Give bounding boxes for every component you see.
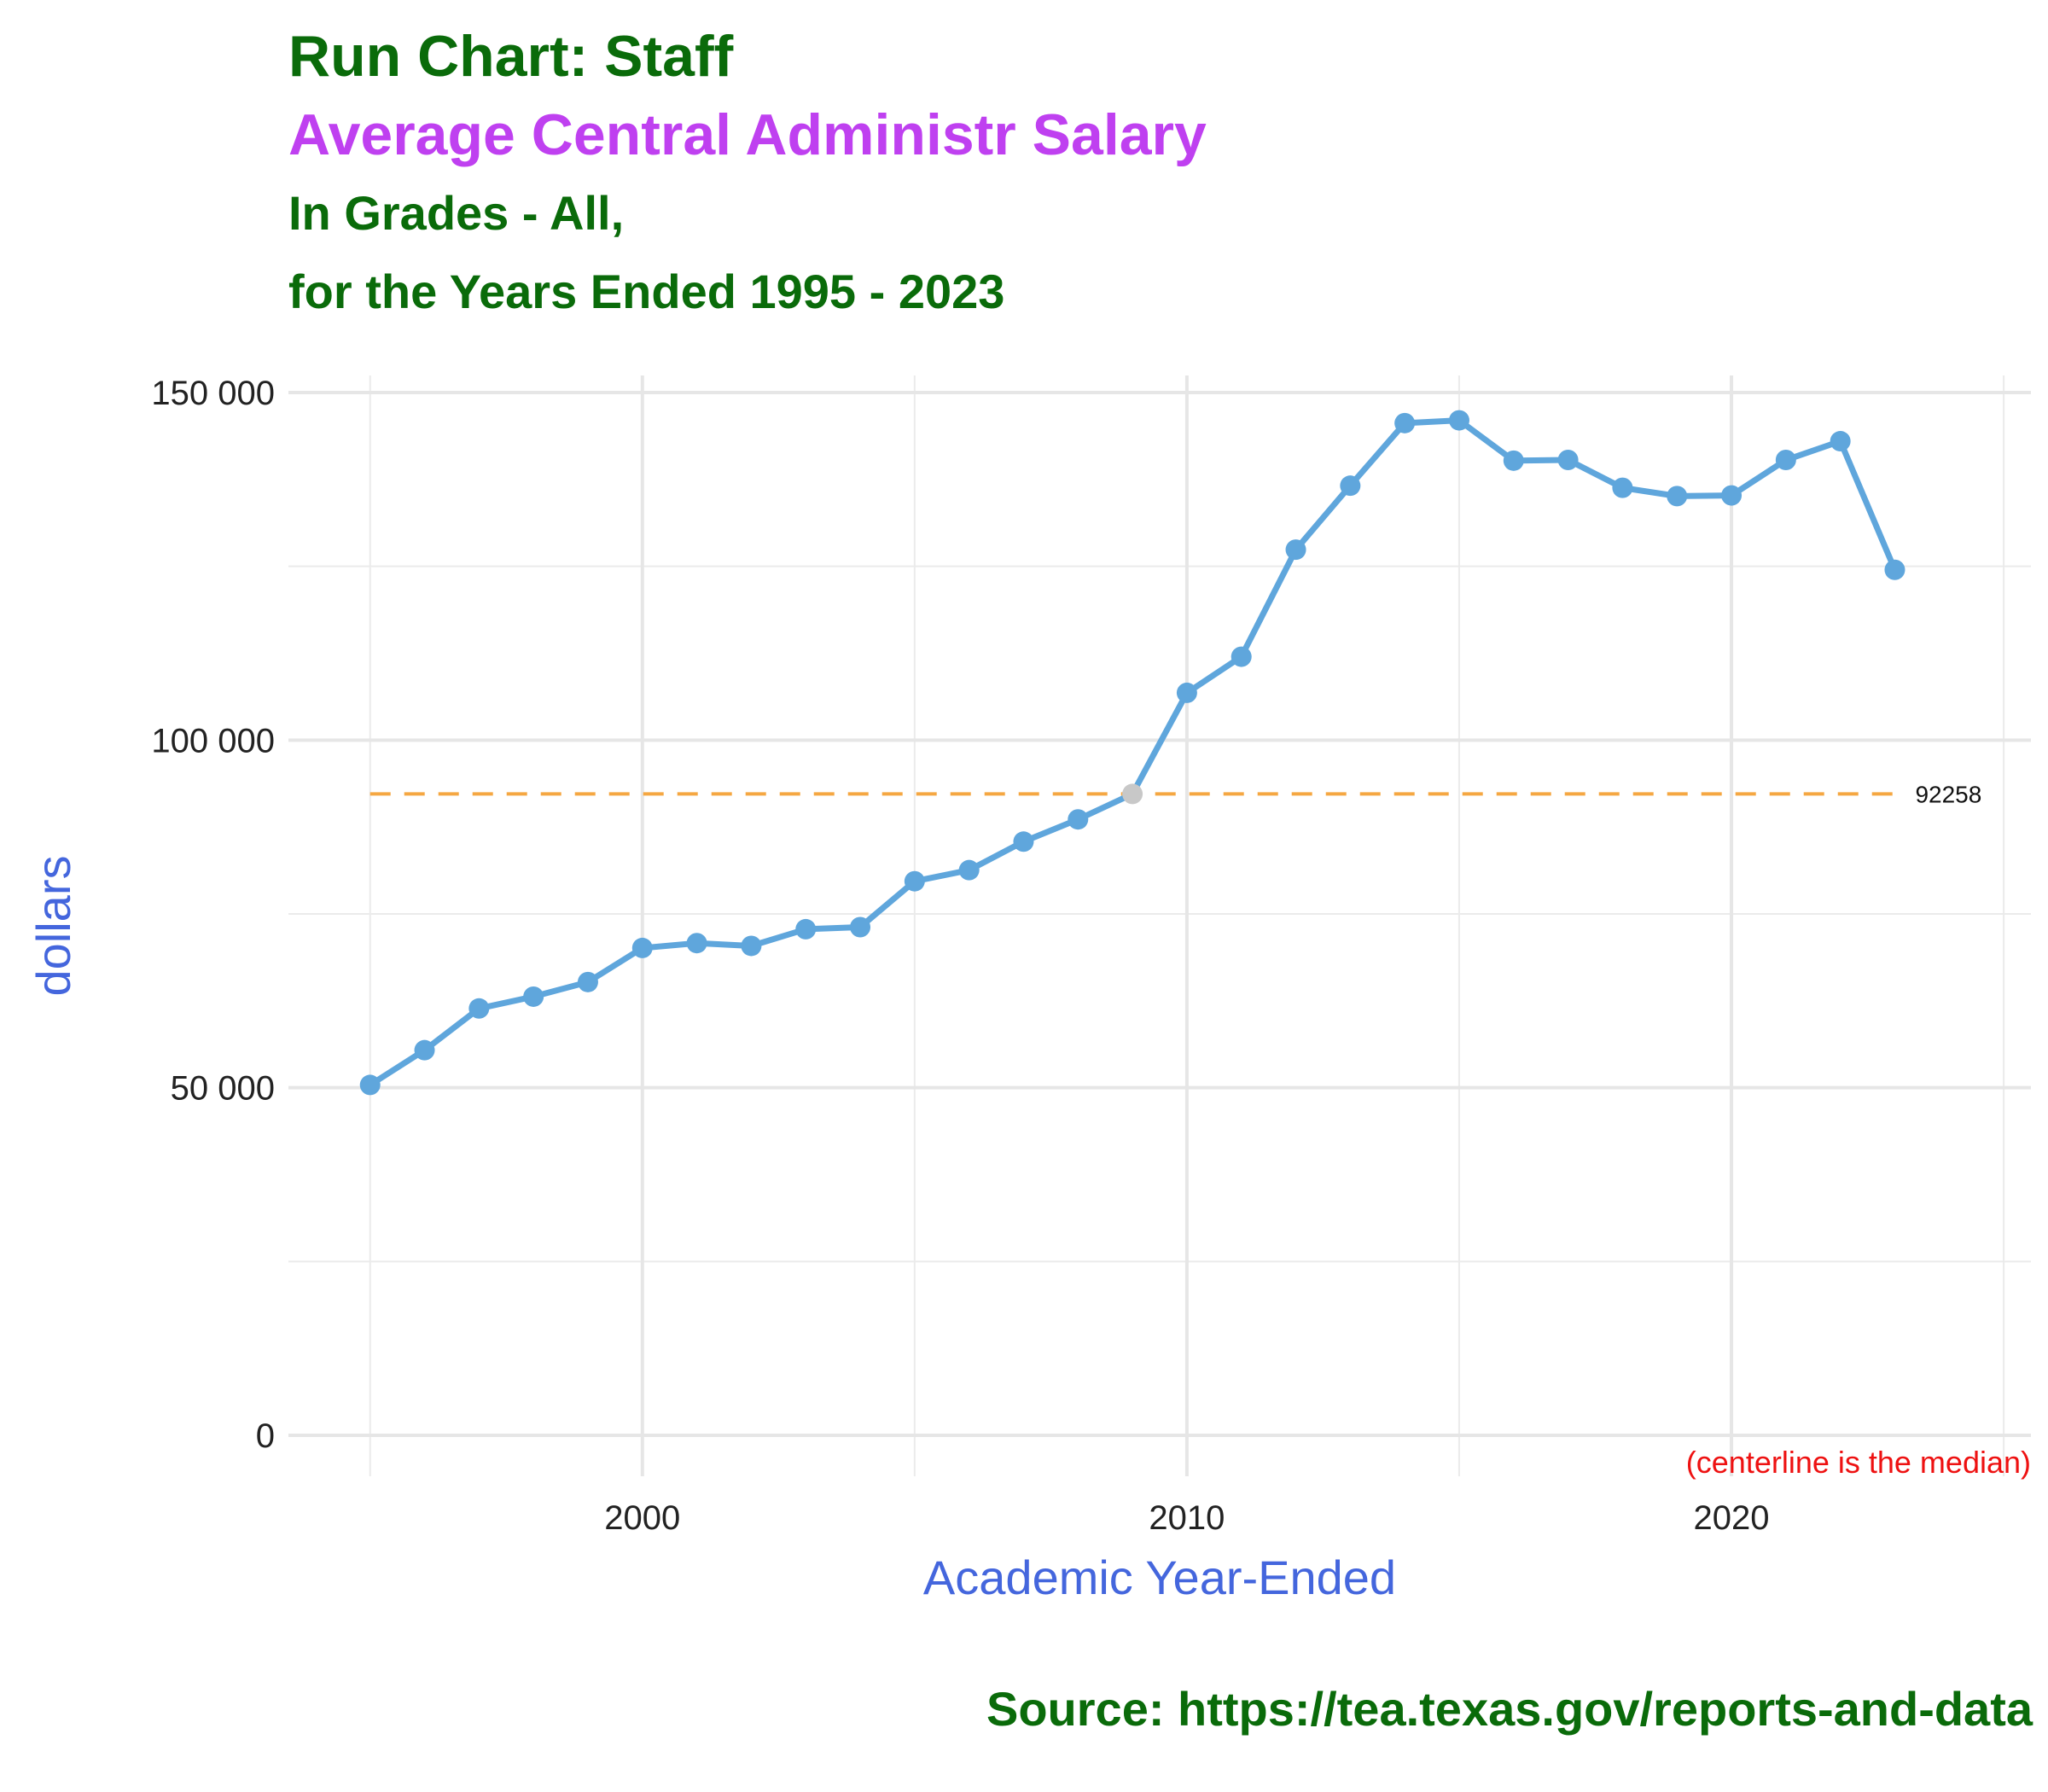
chart-subtitle-years: for the Years Ended 1995 - 2023 — [288, 265, 1005, 318]
x-tick-label: 2020 — [1694, 1499, 1770, 1537]
data-point — [904, 870, 925, 892]
data-point — [414, 1039, 435, 1061]
median-note: (centerline is the median) — [1686, 1445, 2031, 1480]
data-point — [1667, 486, 1688, 507]
data-point — [1721, 485, 1743, 506]
series-line — [368, 417, 1898, 1088]
chart-subtitle-grades: In Grades - All, — [288, 186, 625, 240]
data-point — [1503, 450, 1524, 471]
x-axis-title: Academic Year-Ended — [923, 1551, 1396, 1604]
y-tick-label: 0 — [256, 1417, 275, 1455]
data-point — [523, 986, 544, 1007]
x-tick-label: 2000 — [604, 1499, 680, 1537]
data-point — [1231, 646, 1252, 667]
data-point — [1122, 783, 1143, 805]
data-points — [359, 410, 1905, 1096]
x-axis-ticks: 2000 2010 2020 — [604, 1499, 1769, 1537]
source-caption: Source: https://tea.texas.gov/reports-an… — [986, 1682, 2033, 1736]
data-point — [850, 916, 871, 938]
data-point — [1340, 475, 1361, 497]
data-point — [1775, 450, 1796, 471]
data-point — [686, 933, 707, 954]
data-point — [1557, 450, 1579, 471]
x-tick-label: 2010 — [1149, 1499, 1225, 1537]
data-point — [1176, 682, 1197, 703]
data-point — [631, 937, 653, 958]
data-point — [1884, 559, 1905, 580]
y-tick-label: 150 000 — [151, 375, 275, 412]
y-axis-ticks: 0 50 000 100 000 150 000 — [151, 375, 275, 1455]
median-label: 92258 — [1915, 781, 1981, 807]
y-tick-label: 50 000 — [171, 1070, 275, 1108]
data-point — [1285, 539, 1306, 561]
data-point — [468, 998, 490, 1019]
chart-title: Run Chart: Staff — [288, 24, 734, 89]
data-point — [1448, 410, 1469, 431]
data-point — [1830, 431, 1851, 452]
data-point — [577, 971, 598, 992]
data-point — [741, 935, 762, 957]
chart-subtitle: Average Central Administr Salary — [288, 102, 1207, 167]
title-block: Run Chart: Staff Average Central Adminis… — [288, 17, 1207, 331]
data-point — [1013, 831, 1034, 852]
data-point — [958, 859, 980, 881]
data-point — [1612, 477, 1633, 498]
data-point — [1394, 412, 1416, 433]
y-tick-label: 100 000 — [151, 722, 275, 759]
data-point — [795, 918, 817, 940]
data-point — [1068, 809, 1089, 830]
data-point — [359, 1074, 381, 1096]
grid-lines — [288, 375, 2031, 1476]
y-axis-title: dollars — [26, 856, 80, 997]
